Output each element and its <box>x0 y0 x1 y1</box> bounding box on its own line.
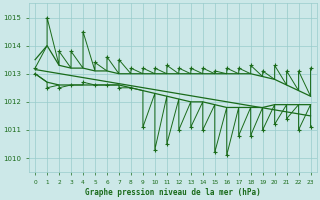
X-axis label: Graphe pression niveau de la mer (hPa): Graphe pression niveau de la mer (hPa) <box>85 188 261 197</box>
